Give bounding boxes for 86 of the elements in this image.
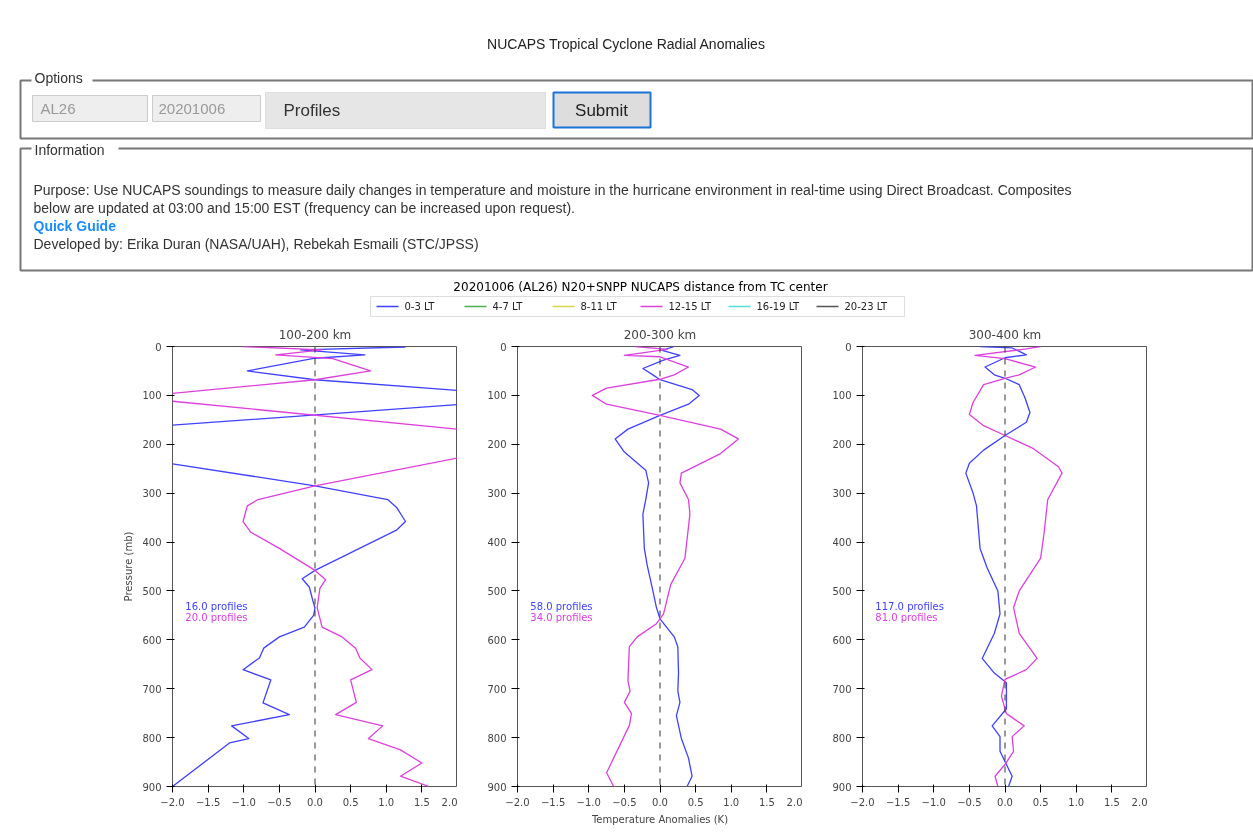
y-tick-label: 800 <box>487 732 507 744</box>
y-tick-label: 400 <box>487 537 507 549</box>
y-tick-label: 500 <box>487 585 507 597</box>
legend-label: 20-23 LT <box>844 301 888 312</box>
y-tick-label: 200 <box>142 439 162 451</box>
x-tick-label: 0.5 <box>687 796 704 808</box>
text: Options <box>34 69 83 86</box>
y-tick-label: 500 <box>142 585 162 597</box>
y-tick-label: 0 <box>845 341 852 353</box>
x-tick-label: 1.0 <box>723 796 740 808</box>
legend-label: 16-19 LT <box>756 301 800 312</box>
x-tick-label: 0.5 <box>342 796 359 808</box>
legend-label: 12-15 LT <box>668 301 712 312</box>
x-tick-label: 1.5 <box>758 796 775 808</box>
x-tick-label: −0.5 <box>612 796 637 808</box>
x-tick-label: −1.0 <box>576 796 601 808</box>
y-tick-label: 800 <box>832 732 852 744</box>
annotation: 117.0 profiles <box>875 600 944 612</box>
y-tick-label: 600 <box>832 634 852 646</box>
legend-label: 8-11 LT <box>580 301 618 312</box>
x-tick-label: −1.0 <box>921 796 946 808</box>
text: Developed by: Erika Duran (NASA/UAH), Rebekah Esmaili (STC/JPSS) <box>33 235 479 252</box>
text: Submit <box>575 101 629 120</box>
y-tick-label: 400 <box>832 537 852 549</box>
x-tick-label: 0.0 <box>652 796 668 808</box>
text: AL26 <box>40 100 76 117</box>
y-tick-label: 900 <box>142 781 162 793</box>
text: Profiles <box>283 101 341 120</box>
chart-title: 200-300 km <box>623 327 697 342</box>
x-tick-label: 2.0 <box>786 796 803 808</box>
text: below are updated at 03:00 and 15:00 EST (frequency can be increased upon request). <box>33 199 575 216</box>
x-tick-label: 0.0 <box>307 796 323 808</box>
y-tick-label: 600 <box>142 634 162 646</box>
y-tick-label: 100 <box>142 390 162 402</box>
y-tick-label: 800 <box>142 732 162 744</box>
y-tick-label: 700 <box>832 683 852 695</box>
x-tick-label: −1.5 <box>885 796 911 808</box>
x-tick-label: −0.5 <box>957 796 982 808</box>
chart-title: 300-400 km <box>968 327 1042 342</box>
annotation: 34.0 profiles <box>530 611 593 623</box>
text: Purpose: Use NUCAPS soundings to measure daily changes in temperature and moisture in the hurricane environment in real-time using Direct Broadcast. Composites <box>33 181 1072 198</box>
chart-title: 100-200 km <box>278 327 352 342</box>
y-tick-label: 700 <box>142 683 162 695</box>
text: 20201006 <box>158 99 226 117</box>
x-tick-label: 1.0 <box>378 796 395 808</box>
x-axis-title: Temperature Anomalies (K) <box>590 813 729 825</box>
y-axis-title: Pressure (mb) <box>123 531 135 602</box>
y-tick-label: 300 <box>487 488 507 500</box>
y-tick-label: 500 <box>832 585 852 597</box>
y-tick-label: 300 <box>142 488 162 500</box>
annotation: 58.0 profiles <box>530 600 593 612</box>
x-tick-label: 1.0 <box>1068 796 1085 808</box>
legend-label: 0-3 LT <box>404 301 436 312</box>
y-tick-label: 100 <box>832 390 852 402</box>
y-tick-label: 300 <box>832 488 852 500</box>
x-tick-label: −1.0 <box>231 796 256 808</box>
text: NUCAPS Tropical Cyclone Radial Anomalies <box>487 35 765 52</box>
y-tick-label: 400 <box>142 537 162 549</box>
x-tick-label: −2.0 <box>850 796 875 808</box>
y-tick-label: 700 <box>487 683 507 695</box>
annotation: 81.0 profiles <box>875 611 938 623</box>
text: Quick Guide <box>33 217 117 234</box>
x-tick-label: 0.0 <box>997 796 1013 808</box>
text: Information <box>34 141 105 158</box>
y-tick-label: 200 <box>832 439 852 451</box>
annotation: 20.0 profiles <box>185 611 248 623</box>
x-tick-label: 0.5 <box>1032 796 1049 808</box>
y-tick-label: 0 <box>500 341 507 353</box>
x-tick-label: 1.5 <box>1103 796 1120 808</box>
x-tick-label: 2.0 <box>441 796 458 808</box>
annotation: 16.0 profiles <box>185 600 248 612</box>
x-tick-label: −1.5 <box>540 796 566 808</box>
chart-subtitle: 20201006 (AL26) N20+SNPP NUCAPS distance from TC center <box>453 279 828 294</box>
x-tick-label: 2.0 <box>1131 796 1148 808</box>
x-tick-label: −0.5 <box>267 796 292 808</box>
x-tick-label: −2.0 <box>505 796 530 808</box>
y-tick-label: 900 <box>487 781 507 793</box>
x-tick-label: −1.5 <box>195 796 221 808</box>
y-tick-label: 900 <box>832 781 852 793</box>
y-tick-label: 600 <box>487 634 507 646</box>
x-tick-label: −2.0 <box>160 796 185 808</box>
y-tick-label: 200 <box>487 439 507 451</box>
y-tick-label: 0 <box>155 341 162 353</box>
x-tick-label: 1.5 <box>413 796 430 808</box>
legend-label: 4-7 LT <box>492 301 524 312</box>
y-tick-label: 100 <box>487 390 507 402</box>
